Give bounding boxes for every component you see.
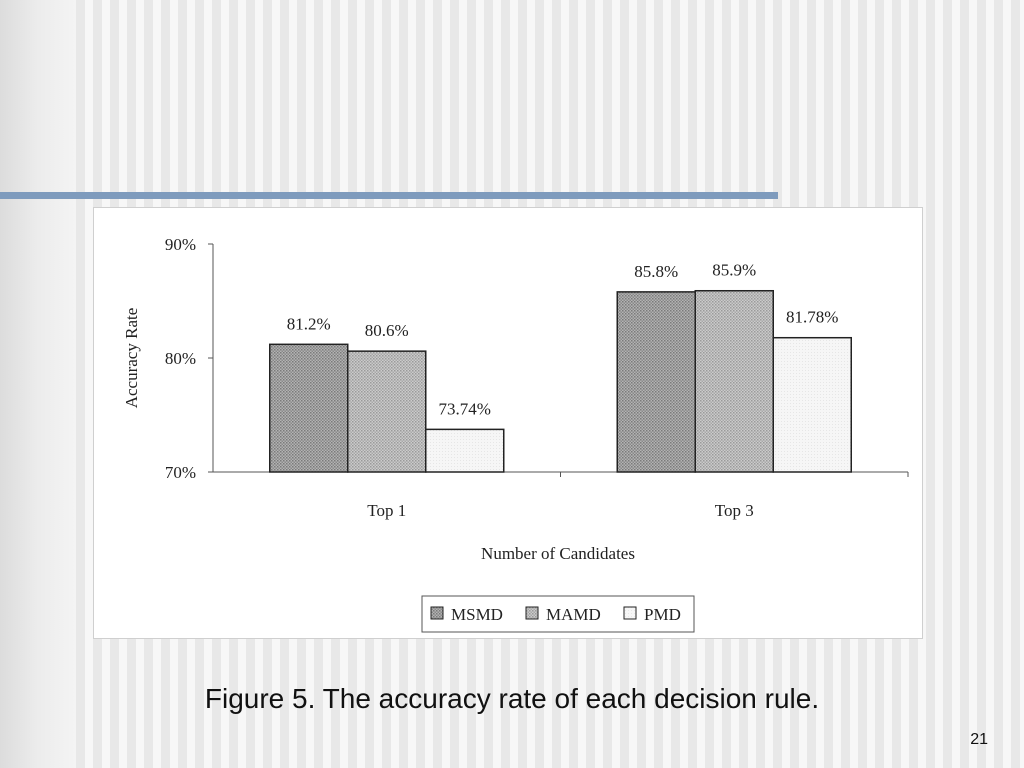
y-tick-label: 90% bbox=[165, 235, 196, 254]
legend: MSMD MAMD PMD bbox=[421, 595, 695, 633]
y-axis-title: Accuracy Rate bbox=[122, 308, 141, 409]
data-label: 85.9% bbox=[712, 261, 756, 280]
legend-label-mamd: MAMD bbox=[546, 605, 601, 624]
data-label: 81.78% bbox=[786, 308, 838, 327]
data-label: 85.8% bbox=[634, 262, 678, 281]
y-tick-label: 70% bbox=[165, 463, 196, 482]
bar-pmd-top-1 bbox=[425, 428, 505, 473]
x-axis-title: Number of Candidates bbox=[481, 544, 635, 563]
data-label: 81.2% bbox=[287, 314, 331, 333]
legend-swatch-pmd bbox=[623, 606, 637, 620]
bar-pmd-top-3 bbox=[772, 336, 852, 473]
bar-chart: 70% 80% 90% Top 1 Top 3 81.2% 80.6% 73.74% 85.… bbox=[122, 235, 909, 633]
data-label: 73.74% bbox=[439, 399, 491, 418]
legend-swatch-mamd bbox=[525, 606, 539, 620]
legend-swatch-msmd bbox=[430, 606, 444, 620]
legend-label-msmd: MSMD bbox=[451, 605, 503, 624]
legend-frame bbox=[421, 595, 695, 633]
y-tick-label: 80% bbox=[165, 349, 196, 368]
bar-mamd-top-1 bbox=[347, 350, 427, 473]
bar-mamd-top-3 bbox=[694, 289, 774, 473]
figure-caption: Figure 5. The accuracy rate of each deci… bbox=[204, 683, 820, 714]
bar-msmd-top-3 bbox=[616, 291, 696, 473]
x-tick-label: Top 1 bbox=[367, 501, 406, 520]
chart-panel: 70% 80% 90% Top 1 Top 3 81.2% 80.6% 73.74% 85.… bbox=[93, 207, 923, 639]
accent-rule bbox=[0, 192, 778, 199]
data-label: 80.6% bbox=[365, 321, 409, 340]
bar-msmd-top-1 bbox=[269, 343, 349, 473]
slide-number: 21 bbox=[970, 731, 988, 748]
x-tick-label: Top 3 bbox=[715, 501, 754, 520]
legend-label-pmd: PMD bbox=[644, 605, 681, 624]
